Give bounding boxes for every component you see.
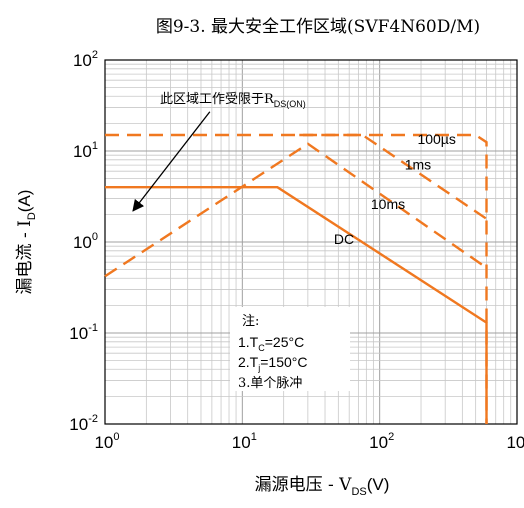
y-tick-label: 100	[73, 231, 98, 252]
x-tick-label: 100	[94, 431, 119, 452]
x-tick-label-base: 10	[94, 433, 113, 452]
y-tick-label-exp: -1	[88, 322, 98, 334]
x-tick-label-base: 10	[369, 433, 388, 452]
notes-background	[230, 307, 350, 391]
notes-line-sub: j	[257, 363, 260, 373]
y-tick-label: 101	[73, 140, 98, 161]
notes-line-pre: 2.T	[238, 354, 259, 370]
annotation-label-sub: DS(ON)	[274, 99, 306, 109]
y-tick-label-base: 10	[73, 142, 92, 161]
y-tick-label-exp: 1	[92, 140, 98, 152]
x-tick-label-exp: 1	[251, 431, 257, 443]
notes-line-pre: 3.单个脉冲	[238, 376, 302, 391]
x-tick-label: 102	[369, 431, 394, 452]
y-axis-title-unit: (A)	[15, 190, 34, 213]
series-line-1ms	[299, 133, 488, 220]
notes-line-post: =150°C	[260, 354, 307, 370]
annotation-label-main: 此区域工作受限于R	[160, 92, 275, 107]
series-line-dc	[105, 186, 488, 424]
series-label: 100µs	[417, 131, 455, 147]
y-tick-label-exp: -2	[88, 413, 98, 425]
series-label: 1ms	[405, 156, 431, 172]
annotation-label: 此区域工作受限于RDS(ON)	[160, 92, 306, 109]
y-tick-label-exp: 2	[92, 49, 98, 61]
y-axis-title-sub: D	[26, 212, 38, 220]
series-label: 10ms	[371, 196, 405, 212]
x-tick-label-base: 10	[232, 433, 251, 452]
y-tick-label: 102	[73, 49, 98, 70]
series-labels: 100µs 1ms 10ms DC	[334, 131, 456, 247]
x-axis-title-unit: (V)	[367, 475, 390, 494]
x-tick-label-base: 10	[506, 433, 524, 452]
x-tick-label-exp: 2	[388, 431, 394, 443]
x-tick-label: 103	[506, 431, 524, 452]
y-tick-label-base: 10	[69, 415, 88, 434]
notes-line: 3.单个脉冲	[238, 376, 302, 391]
notes-heading: 注:	[242, 314, 259, 329]
plot-frame	[104, 59, 518, 425]
notes-line-post: =25°C	[265, 334, 304, 350]
x-tick-label: 101	[232, 431, 257, 452]
x-axis-title: 漏源电压 - VDS(V)	[255, 475, 390, 498]
y-axis-title: 漏电流 - ID(A)	[15, 190, 38, 295]
notes-line-pre: 1.T	[238, 334, 259, 350]
series-layer	[104, 133, 488, 424]
x-axis-title-sub: DS	[351, 486, 366, 498]
annotation-arrow	[132, 111, 211, 212]
y-axis-title-main: 漏电流 - I	[15, 220, 35, 294]
notes-line: 2.Tj=150°C	[238, 354, 307, 373]
annotation-layer: 此区域工作受限于RDS(ON)	[132, 92, 306, 212]
y-tick-label: 10-1	[69, 322, 98, 343]
chart-title: 图9-3. 最大安全工作区域(SVF4N60D/M)	[156, 17, 480, 37]
y-tick-label: 10-2	[69, 413, 98, 434]
notes-box: 注:1.TC=25°C2.Tj=150°C3.单个脉冲	[230, 307, 350, 391]
series-label: DC	[334, 231, 354, 247]
y-tick-label-base: 10	[73, 233, 92, 252]
y-tick-label-base: 10	[69, 324, 88, 343]
x-axis-title-main: 漏源电压 - V	[255, 475, 353, 495]
series-line-10ms	[104, 142, 488, 278]
y-tick-label-exp: 0	[92, 231, 98, 243]
series-line-100s	[105, 133, 488, 424]
x-tick-labels: 100101102103	[94, 431, 524, 452]
notes-line-sub: C	[258, 343, 265, 353]
x-tick-label-exp: 0	[113, 431, 119, 443]
y-tick-label-base: 10	[73, 51, 92, 70]
notes-line: 1.TC=25°C	[238, 334, 304, 353]
